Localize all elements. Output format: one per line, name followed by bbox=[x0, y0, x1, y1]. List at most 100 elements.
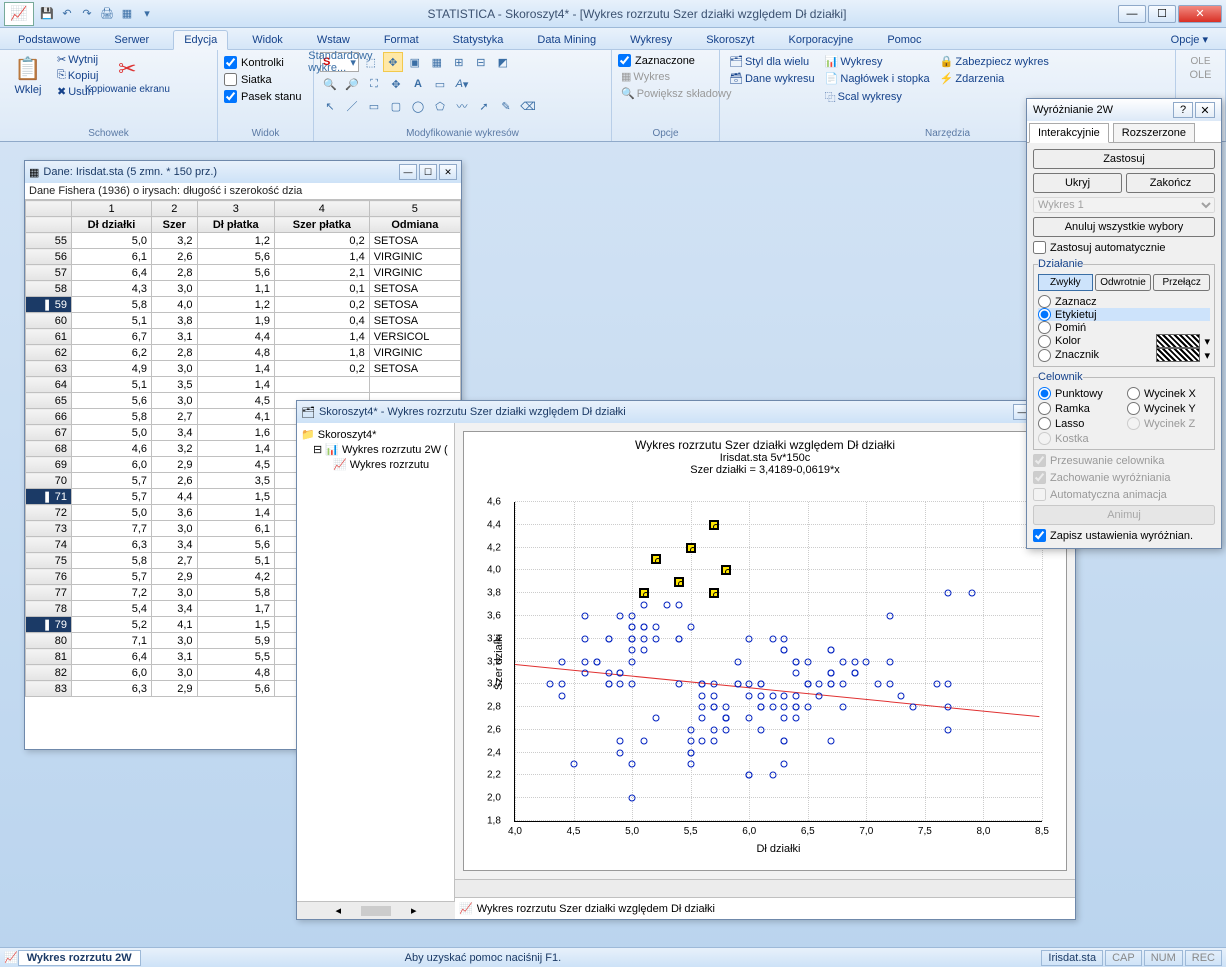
data-cell[interactable]: 3,6 bbox=[152, 505, 198, 521]
data-point[interactable] bbox=[793, 692, 800, 699]
data-cell[interactable]: 7,2 bbox=[72, 585, 152, 601]
data-cell[interactable]: 4,1 bbox=[197, 409, 274, 425]
data-cell[interactable]: VIRGINIC bbox=[369, 345, 460, 361]
data-point[interactable] bbox=[839, 704, 846, 711]
inverse-button[interactable]: Odwrotnie bbox=[1095, 274, 1152, 291]
data-point[interactable] bbox=[664, 601, 671, 608]
data-cell[interactable]: 5,8 bbox=[72, 409, 152, 425]
data-point[interactable] bbox=[711, 738, 718, 745]
highlighted-point[interactable] bbox=[639, 588, 649, 598]
data-point[interactable] bbox=[945, 704, 952, 711]
data-cell[interactable]: 2,6 bbox=[152, 249, 198, 265]
data-cell[interactable]: 4,8 bbox=[197, 345, 274, 361]
data-point[interactable] bbox=[769, 635, 776, 642]
data-point[interactable] bbox=[933, 681, 940, 688]
data-cell[interactable]: 5,6 bbox=[197, 249, 274, 265]
data-cell[interactable]: 5,8 bbox=[72, 553, 152, 569]
row-header[interactable]: 57 bbox=[26, 265, 72, 281]
data-cell[interactable]: 3,1 bbox=[152, 329, 198, 345]
data-cell[interactable]: 5,6 bbox=[197, 537, 274, 553]
data-cell[interactable]: 5,4 bbox=[72, 601, 152, 617]
row-header[interactable]: 81 bbox=[26, 649, 72, 665]
data-point[interactable] bbox=[617, 681, 624, 688]
data-cell[interactable]: SETOSA bbox=[369, 281, 460, 297]
textbox-icon[interactable]: ▭ bbox=[430, 74, 450, 94]
highlighted-point[interactable] bbox=[651, 554, 661, 564]
data-point[interactable] bbox=[617, 749, 624, 756]
data-point[interactable] bbox=[629, 761, 636, 768]
minimize-button[interactable]: — bbox=[1118, 5, 1146, 23]
data-point[interactable] bbox=[863, 658, 870, 665]
data-point[interactable] bbox=[828, 681, 835, 688]
data-cell[interactable] bbox=[369, 377, 460, 393]
data-cell[interactable]: 4,1 bbox=[152, 617, 198, 633]
data-point[interactable] bbox=[687, 726, 694, 733]
row-header[interactable]: 75 bbox=[26, 553, 72, 569]
screencopy-button[interactable]: ✂ Kopiowanie ekranu bbox=[105, 52, 149, 96]
row-header[interactable]: 66 bbox=[26, 409, 72, 425]
point-radio[interactable]: Punktowy bbox=[1038, 387, 1121, 400]
data-cell[interactable]: 2,9 bbox=[152, 681, 198, 697]
data-cell[interactable]: 2,8 bbox=[152, 345, 198, 361]
data-cell[interactable]: 5,8 bbox=[197, 585, 274, 601]
data-cell[interactable]: 5,9 bbox=[197, 633, 274, 649]
data-cell[interactable]: SETOSA bbox=[369, 361, 460, 377]
menu-tab-pomoc[interactable]: Pomoc bbox=[877, 31, 931, 49]
highlighted-point[interactable] bbox=[709, 588, 719, 598]
data-point[interactable] bbox=[793, 669, 800, 676]
row-header[interactable]: 69 bbox=[26, 457, 72, 473]
data-point[interactable] bbox=[699, 738, 706, 745]
zoom-out-icon[interactable]: 🔎 bbox=[342, 74, 362, 94]
row-header[interactable]: 73 bbox=[26, 521, 72, 537]
row-header[interactable]: 61 bbox=[26, 329, 72, 345]
data-cell[interactable]: 6,3 bbox=[72, 681, 152, 697]
data-cell[interactable]: 5,1 bbox=[72, 377, 152, 393]
data-point[interactable] bbox=[722, 704, 729, 711]
animate-button[interactable]: Animuj bbox=[1033, 505, 1215, 525]
auto-apply-checkbox[interactable]: Zastosuj automatycznie bbox=[1033, 241, 1215, 254]
auto-anim-checkbox[interactable]: Automatyczna animacja bbox=[1033, 488, 1215, 501]
tool-a-icon[interactable]: ▣ bbox=[405, 52, 425, 72]
frame-radio[interactable]: Ramka bbox=[1038, 402, 1121, 415]
highlighted-point[interactable] bbox=[686, 543, 696, 553]
data-cell[interactable]: 2,8 bbox=[152, 265, 198, 281]
chart-data-button[interactable]: 🗃 Dane wykresu bbox=[726, 71, 818, 86]
data-point[interactable] bbox=[746, 681, 753, 688]
data-point[interactable] bbox=[875, 681, 882, 688]
data-point[interactable] bbox=[828, 669, 835, 676]
data-cell[interactable]: 5,0 bbox=[72, 233, 152, 249]
tool-d-icon[interactable]: ⊟ bbox=[471, 52, 491, 72]
data-cell[interactable]: 3,2 bbox=[152, 441, 198, 457]
data-cell[interactable]: 3,4 bbox=[152, 601, 198, 617]
toggle-button[interactable]: Przełącz bbox=[1153, 274, 1210, 291]
row-header[interactable]: 58 bbox=[26, 281, 72, 297]
menu-tab-wykresy[interactable]: Wykresy bbox=[620, 31, 682, 49]
data-point[interactable] bbox=[617, 669, 624, 676]
data-point[interactable] bbox=[640, 601, 647, 608]
data-point[interactable] bbox=[711, 726, 718, 733]
menu-tab-format[interactable]: Format bbox=[374, 31, 429, 49]
data-cell[interactable]: 6,1 bbox=[72, 249, 152, 265]
font-icon[interactable]: A▾ bbox=[452, 74, 472, 94]
statusbar-tab[interactable]: Wykres rozrzutu 2W bbox=[18, 950, 141, 966]
data-cell[interactable]: 6,0 bbox=[72, 457, 152, 473]
data-point[interactable] bbox=[687, 749, 694, 756]
marked-checkbox[interactable]: Zaznaczone bbox=[618, 54, 734, 67]
tool-b-icon[interactable]: ▦ bbox=[427, 52, 447, 72]
data-point[interactable] bbox=[547, 681, 554, 688]
data-cell[interactable]: SETOSA bbox=[369, 297, 460, 313]
ole-button[interactable]: OLEOLE bbox=[1182, 52, 1219, 81]
grid-checkbox[interactable]: Siatka bbox=[224, 73, 302, 86]
row-header[interactable]: ❚ 59 bbox=[26, 297, 72, 313]
save-icon[interactable]: 💾 bbox=[38, 5, 56, 23]
data-cell[interactable]: 5,5 bbox=[197, 649, 274, 665]
dialog-close-button[interactable]: ✕ bbox=[1195, 102, 1215, 118]
skip-radio[interactable]: Pomiń bbox=[1038, 321, 1210, 334]
data-point[interactable] bbox=[582, 669, 589, 676]
data-point[interactable] bbox=[804, 681, 811, 688]
color-radio[interactable]: Kolor ▾ bbox=[1038, 334, 1210, 348]
data-point[interactable] bbox=[945, 590, 952, 597]
data-point[interactable] bbox=[722, 715, 729, 722]
data-cell[interactable]: 4,4 bbox=[152, 489, 198, 505]
data-cell[interactable]: SETOSA bbox=[369, 313, 460, 329]
